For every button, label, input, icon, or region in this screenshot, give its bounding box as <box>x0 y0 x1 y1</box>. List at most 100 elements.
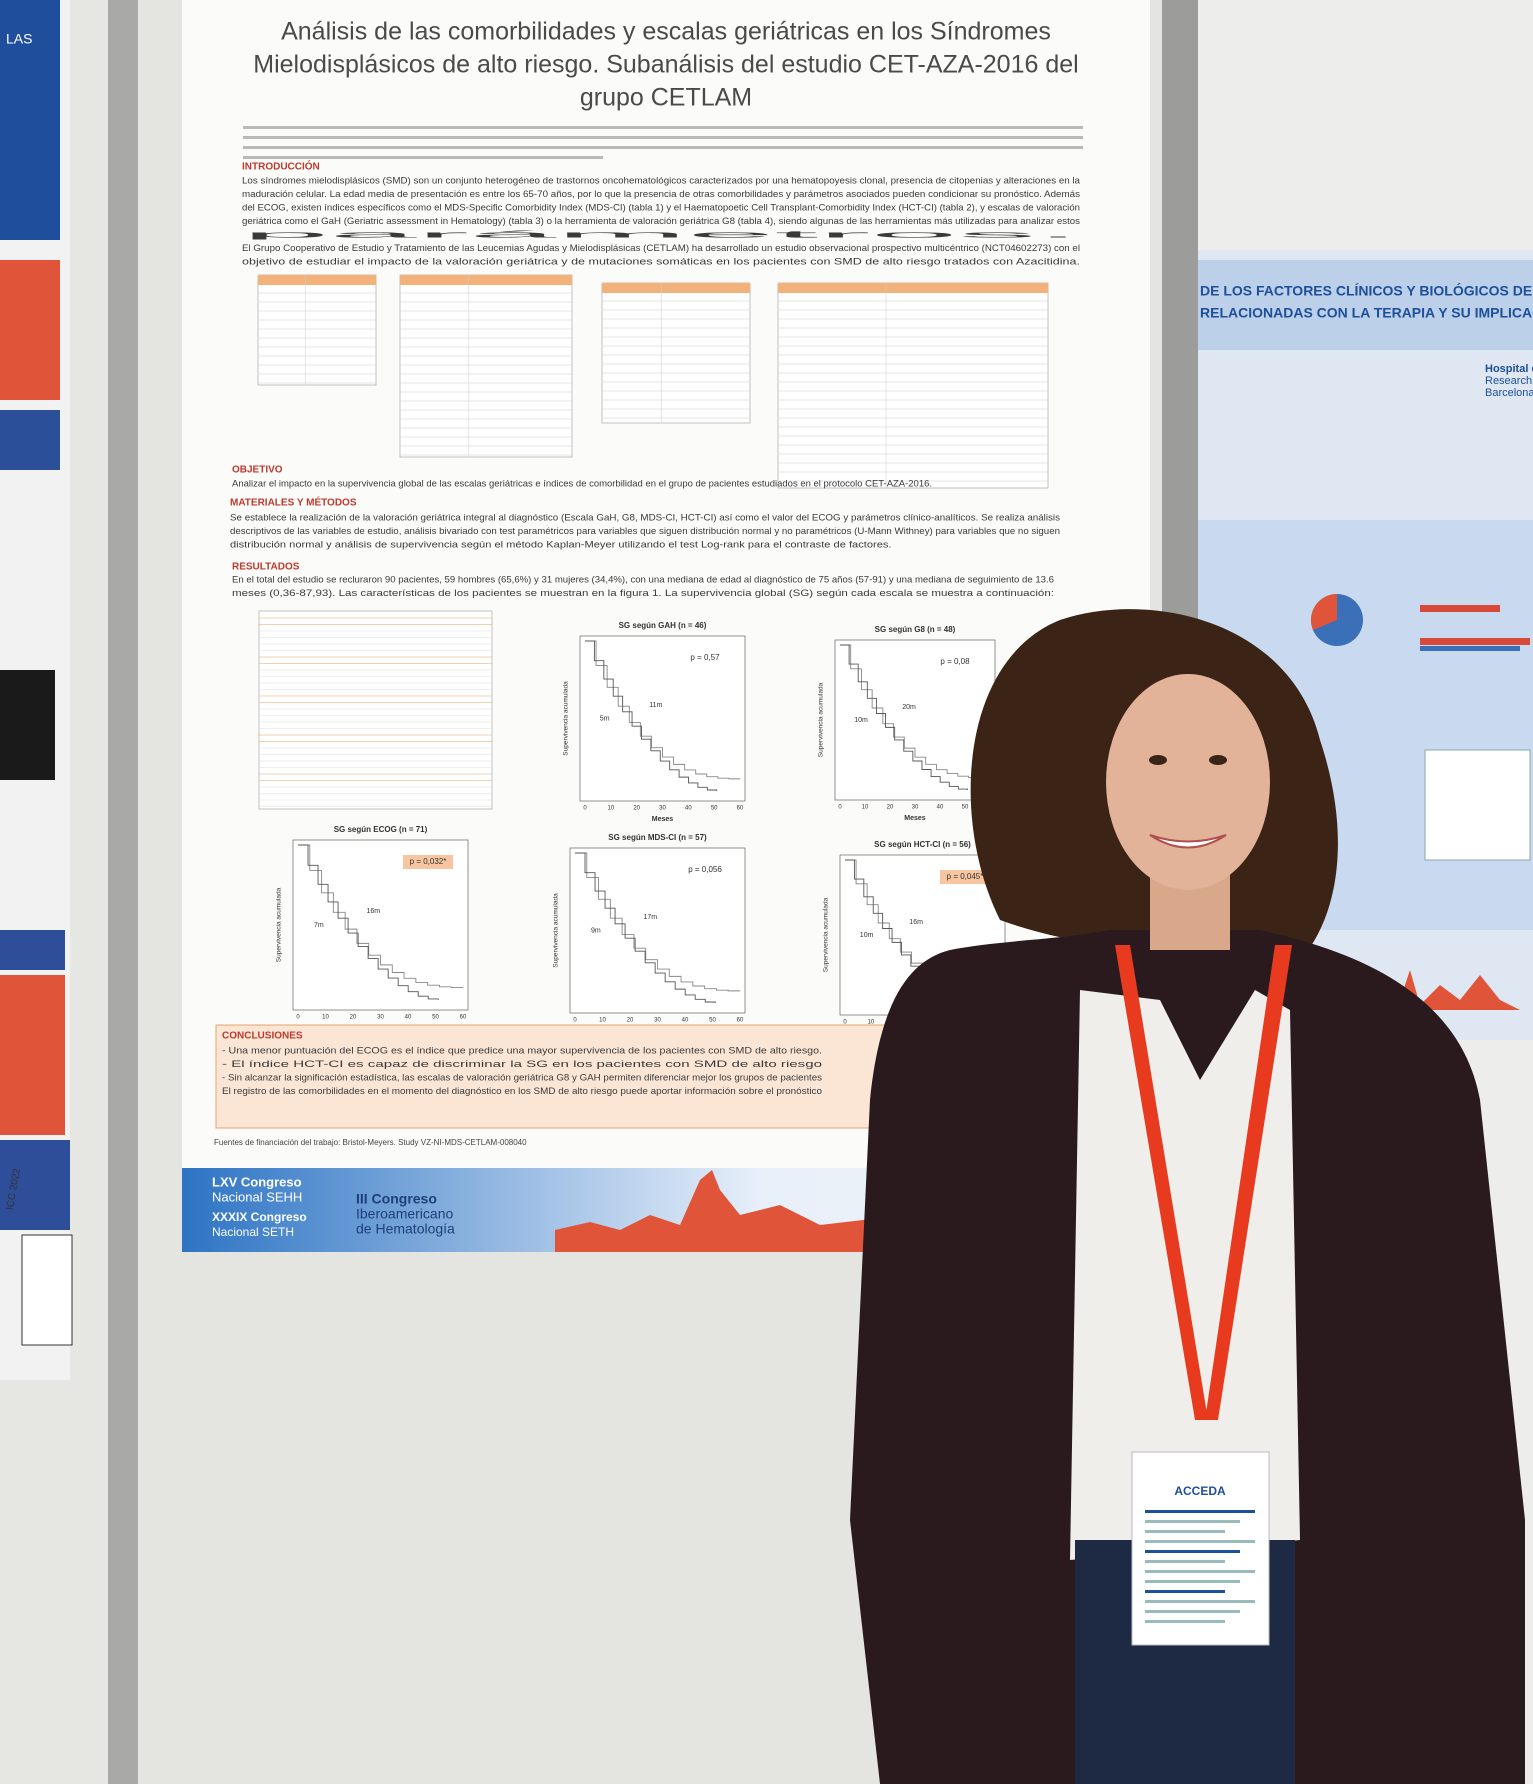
survival-curve <box>840 644 968 790</box>
badge-line <box>1145 1610 1240 1613</box>
left-poster-band <box>0 410 60 470</box>
right-bar <box>1420 646 1520 651</box>
right-poster-title: RELACIONADAS CON LA TERAPIA Y SU IMPLICA… <box>1200 304 1533 321</box>
badge-line <box>1145 1520 1240 1523</box>
p-value: p = 0,08 <box>940 657 970 666</box>
table-header <box>602 283 750 293</box>
chart-x-tick: 0 <box>838 805 842 811</box>
right-table <box>1424 749 1531 861</box>
pie-slice <box>1311 594 1337 630</box>
authors-line <box>243 136 1083 139</box>
poster-title: Análisis de las comorbilidades y escalas… <box>281 18 1051 46</box>
funding: Fuentes de financiación del trabajo: Bri… <box>214 1138 527 1147</box>
chart-x-tick: 50 <box>962 805 969 811</box>
p-value: p = 0,032* <box>410 857 447 866</box>
section-text: El registro de las comorbilidades en el … <box>222 1086 822 1097</box>
p-value: p = 0,056 <box>688 865 722 874</box>
p-value: p = 0,045* <box>947 872 984 881</box>
chart-title: SG según ECOG (n = 71) <box>334 825 428 834</box>
chart-x-tick: 0 <box>583 806 587 812</box>
poster: Análisis de las comorbilidades y escalas… <box>182 18 1150 1252</box>
face <box>1106 674 1270 890</box>
chart-x-label: Meses <box>652 816 674 823</box>
table <box>257 274 377 386</box>
section-text: parámetros. <box>242 230 1080 241</box>
chart-x-tick: 0 <box>573 1018 577 1024</box>
left-poster-band <box>0 975 65 1135</box>
section-text: geriátrica como el GaH (Geriatric assess… <box>242 216 1080 227</box>
survival-curve <box>298 844 464 988</box>
badge <box>1131 1451 1270 1646</box>
footer-text: Iberoamericano <box>356 1206 453 1222</box>
badge-line <box>1145 1540 1255 1543</box>
right-poster-logo: Research <box>1485 375 1532 387</box>
median-label: 9m <box>591 927 601 934</box>
chart-title: SG según G8 (n = 48) <box>875 625 956 634</box>
survival-curve <box>585 640 718 791</box>
badge-line <box>1145 1590 1225 1593</box>
chart-x-tick: 50 <box>711 806 718 812</box>
survival-curve <box>575 852 741 992</box>
right-poster-header <box>1198 260 1533 350</box>
median-label: 10m <box>854 717 868 724</box>
authors-line <box>243 126 1083 129</box>
left-poster-band <box>0 1140 70 1230</box>
chart-x-tick: 40 <box>685 806 692 812</box>
section-text: - Una menor puntuación del ECOG es el ín… <box>222 1046 822 1057</box>
table-header <box>778 283 1048 293</box>
p-highlight <box>403 855 453 869</box>
poster-title: grupo CETLAM <box>580 84 752 112</box>
chart-area <box>569 847 746 1014</box>
section-heading: OBJETIVO <box>232 465 283 476</box>
chart-area <box>579 635 746 802</box>
section-heading: RESULTADOS <box>232 562 300 573</box>
shirt <box>1070 990 1300 1560</box>
median-label: 16m <box>367 908 381 915</box>
survival-curve <box>298 844 439 1000</box>
badge-line <box>1145 1550 1240 1553</box>
section-text: meses (0,36-87,93). Las características … <box>232 588 1054 599</box>
section-text: del ECOG, existen índices específicos co… <box>242 203 1080 214</box>
left-poster-band <box>0 930 65 970</box>
chart-x-tick: 60 <box>460 1015 467 1021</box>
eye <box>1149 755 1167 765</box>
chart-x-tick: 10 <box>862 805 869 811</box>
survival-curve <box>840 644 991 779</box>
left-poster-image <box>0 670 55 780</box>
section-text: El Grupo Cooperativo de Estudio y Tratam… <box>242 243 1080 254</box>
poster-title: Mielodisplásicos de alto riesgo. Subanál… <box>253 51 1078 79</box>
chart-x-tick: 10 <box>867 1020 874 1026</box>
chart-title: SG según MDS-CI (n = 57) <box>608 833 707 842</box>
table <box>399 274 573 458</box>
badge-title: ACCEDA <box>1174 1484 1226 1498</box>
chart-y-label: Supervivencia acumulada <box>818 682 825 757</box>
authors-line <box>243 156 603 159</box>
left-poster-text: LAS <box>6 31 32 47</box>
chart-x-tick: 60 <box>737 806 744 812</box>
footer-text: Nacional SETH <box>212 1225 294 1239</box>
pole <box>108 0 138 1784</box>
qr-code <box>21 1234 73 1346</box>
chart-x-tick: 40 <box>405 1015 412 1021</box>
median-label: 11m <box>649 702 662 709</box>
chart-area <box>834 639 996 801</box>
median-label: 17m <box>644 914 658 921</box>
chart-x-tick: 30 <box>659 806 666 812</box>
right-bar <box>1420 638 1530 645</box>
survival-curve <box>575 852 716 1003</box>
chart-x-tick: 30 <box>654 1018 661 1024</box>
section-heading: INTRODUCCIÓN <box>242 160 320 173</box>
p-value: p = 0,57 <box>690 653 720 662</box>
table-header <box>258 275 376 285</box>
table <box>777 282 1049 489</box>
section-text: maduración celular. La edad media de pre… <box>242 189 1080 200</box>
badge-line <box>1145 1580 1240 1583</box>
badge-line <box>1145 1530 1225 1533</box>
chart-y-label: Supervivencia acumulada <box>553 893 560 968</box>
chart-y-label: Supervivencia acumulada <box>563 681 570 756</box>
footer-text: III Congreso <box>356 1191 437 1207</box>
section-heading: CONCLUSIONES <box>222 1031 303 1042</box>
chart-x-tick: 20 <box>350 1015 357 1021</box>
smile <box>1149 834 1227 849</box>
